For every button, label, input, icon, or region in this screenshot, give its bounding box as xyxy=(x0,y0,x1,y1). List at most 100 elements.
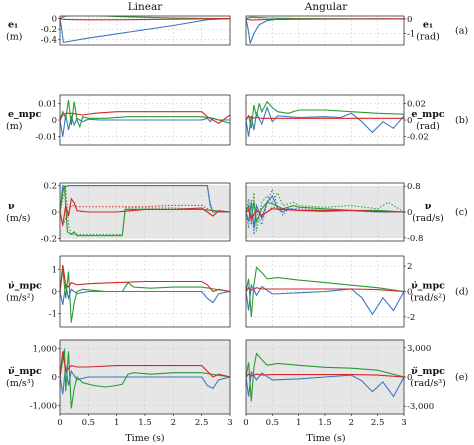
xtick-label: 3 xyxy=(227,418,232,428)
axes-frame xyxy=(59,15,231,46)
row-tag: (e) xyxy=(455,372,468,383)
ytick-label: 0 xyxy=(407,288,412,298)
xtick-label: 3 xyxy=(401,418,406,428)
left-unit: (m/s) xyxy=(6,213,31,224)
ytick-label: -0.02 xyxy=(407,133,429,143)
ytick-label: -0.8 xyxy=(407,234,423,244)
left-unit: (m) xyxy=(6,32,22,43)
ytick-label: -0.01 xyxy=(35,133,57,143)
left-label: e_mpc xyxy=(8,109,41,120)
ytick-label: -1,000 xyxy=(30,401,57,411)
xtick-label: 1.5 xyxy=(138,418,152,428)
panel-b-ang: 0.02 0 -0.02 xyxy=(245,94,429,146)
left-unit: (m) xyxy=(6,121,22,132)
ytick-label: -1 xyxy=(49,310,57,320)
series-line-x-solid xyxy=(246,370,404,398)
ytick-label: 0.8 xyxy=(407,182,421,192)
ytick-label: -0.4 xyxy=(41,36,57,46)
series-line-x-solid xyxy=(246,105,404,137)
ytick-label: 0.2 xyxy=(43,182,57,192)
series-line-x-solid xyxy=(246,283,404,316)
series-line-y-solid xyxy=(60,269,230,323)
left-unit: (m/s³) xyxy=(6,378,34,389)
ytick-label: 2 xyxy=(407,262,412,272)
axes-frame xyxy=(245,15,405,46)
series-line-y-solid xyxy=(60,99,230,129)
xtick-label: 2.5 xyxy=(371,418,385,428)
series-line-y-solid xyxy=(60,16,230,20)
row-tag: (a) xyxy=(455,26,468,37)
left-label: ν xyxy=(8,201,15,212)
left-label: ν̇_mpc xyxy=(8,281,42,292)
right-label: ν̈_mpc xyxy=(411,366,445,377)
series-line-y-solid xyxy=(246,352,404,402)
left-label: e₁ xyxy=(8,20,18,31)
xlabel-linear: Time (s) xyxy=(125,433,164,444)
ytick-label: 0 xyxy=(407,208,412,218)
series-line-y-solid xyxy=(60,348,230,409)
panel-b-lin: 0.01 0 -0.01 xyxy=(35,94,231,146)
right-unit: (rad/s) xyxy=(412,213,444,224)
ytick-label: 0 xyxy=(407,116,412,126)
series-line-z-solid xyxy=(246,18,404,21)
series-line-x-solid xyxy=(246,18,404,44)
series-line-y-dotted xyxy=(60,188,230,235)
xtick-label: 1 xyxy=(296,418,301,428)
row-tag: (d) xyxy=(455,287,469,298)
ytick-label: 1,000 xyxy=(33,345,57,355)
ytick-label: 1 xyxy=(52,265,57,275)
xtick-label: 2 xyxy=(349,418,354,428)
ytick-label: -2 xyxy=(407,313,415,323)
ytick-label: 0.02 xyxy=(407,99,426,109)
series-line-z-solid xyxy=(60,197,230,226)
right-unit: (rad) xyxy=(416,121,440,132)
xtick-label: 1 xyxy=(114,418,119,428)
panel-d-ang: 2 0 -2 xyxy=(245,255,415,328)
ytick-label: 3,000 xyxy=(407,344,431,354)
right-label: ν xyxy=(425,201,432,212)
series-line-z-solid xyxy=(60,18,230,21)
row-tag: (b) xyxy=(455,115,469,126)
series-line-x-solid xyxy=(60,18,230,44)
ytick-label: -0.2 xyxy=(41,25,57,35)
xtick-label: 0.5 xyxy=(82,418,96,428)
col-title-angular: Angular xyxy=(304,1,348,13)
right-label: e_mpc xyxy=(411,109,444,120)
series-line-z-solid xyxy=(60,264,230,293)
ytick-label: 0 xyxy=(407,373,412,383)
series-line-z-solid xyxy=(60,351,230,378)
ytick-label: 0 xyxy=(52,116,57,126)
series-line-y-solid xyxy=(246,100,404,129)
series-line-z-dotted xyxy=(60,204,230,227)
xtick-label: 2.5 xyxy=(195,418,209,428)
xlabel-angular: Time (s) xyxy=(306,433,345,444)
xtick-label: 1.5 xyxy=(318,418,332,428)
side-labels: e₁(m)e₁(rad)(a)e_mpc(m)e_mpc(rad)(b)ν(m/… xyxy=(6,20,469,390)
xtick-label: 0 xyxy=(57,418,62,428)
series-line-z-solid xyxy=(246,373,404,378)
panel-c-lin: 0.2 0 -0.2 xyxy=(41,182,231,244)
series-line-x-solid xyxy=(60,114,230,137)
ytick-label: -0.2 xyxy=(41,234,57,244)
right-unit: (rad/s²) xyxy=(410,293,446,304)
right-unit: (rad) xyxy=(416,32,440,43)
ytick-label: 0 xyxy=(407,15,412,25)
panel-e-ang: 3,000 0 -3,000 0 0.5 1 1.5 2 2.5 3 xyxy=(243,339,434,428)
series-line-z-solid xyxy=(246,114,404,121)
panels: 0-0.2-0.40-10.010-0.010.020-0.020.20-0.2… xyxy=(30,15,434,428)
row-tag: (c) xyxy=(455,207,468,218)
col-title-linear: Linear xyxy=(128,1,164,13)
series-line-z-solid xyxy=(60,111,230,124)
ytick-label: 0 xyxy=(52,373,57,383)
ytick-label: -3,000 xyxy=(407,402,434,412)
xtick-label: 2 xyxy=(171,418,176,428)
left-label: ν̈_mpc xyxy=(8,366,42,377)
series-line-z-dotted xyxy=(246,206,404,224)
panel-d-lin: 1 0 -1 xyxy=(49,255,231,328)
series-line-z-solid xyxy=(246,286,404,293)
panel-a-lin: 0-0.2-0.4 xyxy=(41,15,231,46)
ytick-label: -1 xyxy=(407,29,415,39)
panel-a-ang: 0-1 xyxy=(245,15,415,46)
